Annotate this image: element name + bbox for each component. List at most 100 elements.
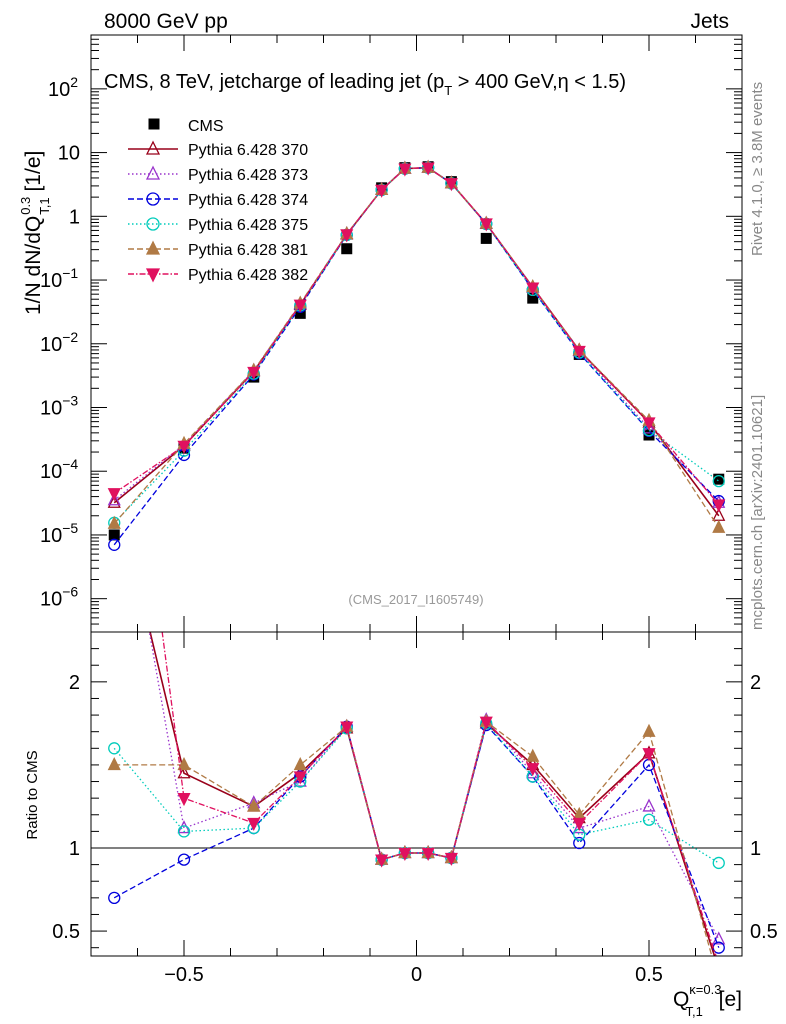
ratio-line — [113, 722, 720, 864]
series-point — [177, 853, 191, 866]
series-point — [642, 417, 656, 431]
ratio-frame — [90, 631, 743, 957]
rivet-label: Rivet 4.1.0, ≥ 3.8M events — [749, 82, 766, 256]
series-point — [107, 756, 121, 771]
mcplots-label: mcplots.cern.ch [arXiv:2401.10621] — [749, 395, 766, 630]
series-point — [107, 492, 121, 506]
y-tick-label: 1 — [69, 206, 80, 228]
series-point — [145, 165, 161, 180]
series-point — [108, 742, 121, 755]
series-point — [146, 192, 160, 206]
series-point — [375, 854, 389, 868]
data-point — [480, 232, 492, 244]
ratio-tick-label-right: 0.5 — [750, 921, 778, 943]
header-right: Jets — [690, 10, 729, 33]
series-layer — [107, 159, 726, 551]
series-point — [712, 474, 725, 488]
x-tick-label: −0.5 — [164, 964, 203, 986]
series-point — [177, 825, 191, 838]
plot-title: CMS, 8 TeV, jetcharge of leading jet (pT… — [104, 71, 626, 98]
series-point — [108, 538, 121, 551]
series-point — [526, 748, 540, 762]
main-panel: 10−6 10−5 10−4 10−3 10−2 10−1 1 10 102 — [40, 34, 743, 633]
data-point — [643, 429, 655, 441]
legend-label: Pythia 6.428 375 — [188, 217, 308, 234]
series-point — [247, 366, 261, 380]
series-point — [713, 960, 724, 971]
series-point — [642, 813, 656, 826]
ratio-line — [161, 632, 717, 956]
series-point — [107, 494, 121, 508]
legend-label: CMS — [188, 118, 224, 135]
series-point — [340, 721, 354, 735]
ratio-tick-label-right: 2 — [750, 672, 761, 694]
series-point — [177, 756, 191, 771]
series-point — [293, 756, 307, 771]
series-point — [572, 820, 586, 834]
series-point — [145, 240, 161, 255]
series-point — [293, 299, 307, 313]
ratio-axis-label: Ratio to CMS — [24, 750, 41, 839]
series-point — [572, 817, 586, 832]
series-point — [293, 771, 307, 785]
x-tick-label: 0 — [411, 964, 422, 986]
series-point — [109, 476, 120, 487]
data-point — [527, 292, 539, 304]
series-point — [573, 836, 586, 850]
ratio-tick-label-left: 2 — [69, 672, 80, 694]
series-point — [712, 856, 725, 870]
series-point — [421, 847, 435, 861]
series-point — [109, 426, 120, 437]
series-point — [421, 162, 435, 176]
legend-label: Pythia 6.428 370 — [188, 142, 308, 159]
series-point — [526, 763, 540, 777]
y-tick-label: 10−6 — [40, 584, 78, 611]
series-point — [642, 748, 656, 762]
series-point — [713, 963, 724, 974]
ratio-line — [148, 632, 720, 940]
series-point — [444, 178, 458, 192]
series-point — [398, 163, 412, 177]
series-point — [398, 847, 412, 861]
series-point — [642, 723, 656, 737]
ratio-series-layer — [107, 262, 726, 974]
y-tick-label: 10−4 — [40, 456, 78, 483]
legend-label: Pythia 6.428 382 — [188, 267, 308, 284]
series-point — [145, 140, 161, 155]
series-point — [247, 798, 261, 812]
series-point — [642, 798, 656, 812]
data-point — [108, 529, 120, 541]
series-point — [712, 519, 726, 533]
legend: CMS Pythia 6.428 370 Pythia 6.428 373 Pythi… — [128, 118, 308, 284]
legend-label: Pythia 6.428 373 — [188, 167, 308, 184]
y-tick-label: 102 — [48, 74, 78, 101]
data-point — [148, 118, 160, 130]
series-point — [712, 499, 726, 513]
series-point — [479, 218, 493, 232]
series-point — [340, 229, 354, 243]
series-point — [177, 765, 191, 779]
series-point — [108, 891, 121, 904]
legend-label: Pythia 6.428 374 — [188, 192, 308, 209]
frames — [90, 34, 743, 957]
series-point — [375, 184, 389, 198]
series-point — [145, 268, 161, 283]
analysis-id: (CMS_2017_I1605749) — [348, 592, 483, 607]
y-tick-label: 10 — [58, 143, 80, 165]
y-tick-label: 10−5 — [40, 520, 78, 547]
x-axis-label: Qκ=0.3 T,1 [e] — [673, 982, 742, 1019]
data-point — [713, 473, 725, 485]
series-point — [479, 716, 493, 730]
series-point — [109, 262, 120, 273]
ratio-tick-label-left: 0.5 — [52, 921, 80, 943]
series-point — [444, 852, 458, 866]
series-point — [247, 817, 261, 832]
ratio-line — [113, 723, 720, 948]
y-tick-label: 10−3 — [40, 392, 78, 419]
y-axis-label: 1/N dN/dQ0.3 T,1 [1/e] — [18, 151, 52, 315]
series-point — [177, 793, 191, 807]
ratio-line — [149, 632, 716, 956]
ratio-tick-label-left: 1 — [69, 838, 80, 860]
series-point — [572, 345, 586, 359]
